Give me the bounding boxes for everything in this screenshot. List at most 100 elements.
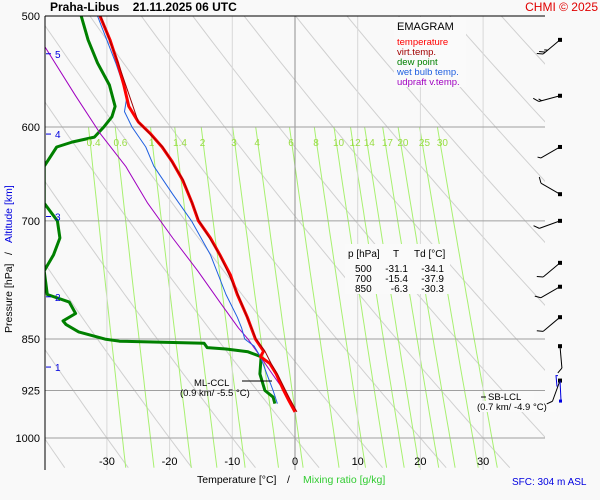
y-tick-label: 1000 (16, 433, 40, 445)
mixing-ratio-label: 17 (382, 138, 394, 149)
x-axis-label-mixing: Mixing ratio [g/kg] (303, 474, 385, 486)
series-dew-point (45, 16, 277, 405)
mixing-ratio-line (397, 126, 456, 468)
table-cell: -30.3 (421, 284, 444, 295)
sb-lcl-bg (476, 401, 556, 412)
chart-title: Praha-Libus 21.11.2025 06 UTC (50, 0, 237, 14)
wind-barb (557, 344, 563, 374)
surface-wind-dot (559, 399, 562, 403)
mixing-ratio-label: 1 (149, 138, 155, 149)
dry-adiabat (0, 16, 1, 468)
y-axis-label-group: Pressure [hPa] / Altitude [km] (3, 185, 15, 333)
dry-adiabat (45, 348, 129, 468)
mixing-ratio-line (200, 126, 246, 468)
x-tick-label: 10 (352, 456, 364, 468)
legend-item-wet-bulb: wet bulb temp. (396, 67, 459, 78)
x-tick-label: -10 (224, 456, 240, 468)
table-cell: 850 (355, 284, 372, 295)
legend: EMAGRAM temperature virt.temp. dew point… (394, 17, 466, 88)
mixing-ratio-label: 20 (397, 138, 409, 149)
y-axis-label-sep: / (3, 252, 15, 255)
x-tick-label: 0 (292, 456, 298, 468)
ml-ccl-detail: (0.9 km/ -5.5 °C) (180, 388, 250, 399)
barb-shaft (539, 220, 561, 229)
barb-shaft (552, 380, 561, 402)
barb-feather (546, 400, 553, 405)
dry-adiabat (89, 16, 447, 469)
y-tick-label: 500 (22, 11, 40, 23)
barb-shaft (540, 182, 561, 195)
series-layer (45, 16, 298, 413)
x-tick-label: 20 (414, 456, 426, 468)
barb-shaft (559, 346, 563, 369)
dry-adiabat (45, 101, 320, 469)
barb-shaft (542, 39, 561, 55)
table-cell: -15.4 (385, 274, 408, 285)
mixing-ratio-label: 0.4 (87, 138, 101, 149)
y-axis-label: Pressure [hPa] (3, 263, 15, 333)
y-tick-label: 700 (22, 216, 40, 228)
wind-barb (532, 93, 562, 102)
mixing-ratio-label: 3 (231, 138, 237, 149)
barb-feather (536, 52, 544, 55)
series-virt-temp (100, 16, 298, 413)
mixing-ratio-label: 12 (350, 138, 362, 149)
wind-barb (537, 144, 562, 159)
mixing-ratio-line (174, 126, 218, 468)
mixing-ratio-line (150, 126, 192, 468)
surface-wind-marker (555, 375, 558, 387)
ml-ccl-label: ML-CCL (194, 378, 229, 389)
barb-shaft (540, 286, 561, 299)
legend-item-updraft: udpraft v.temp. (397, 77, 460, 88)
y-tick-label: 850 (22, 334, 40, 346)
series-temperature (98, 16, 297, 413)
wind-barb (536, 37, 562, 55)
mixing-ratio-label: 6 (288, 138, 294, 149)
mixing-ratio-line (382, 126, 440, 468)
mixing-ratio-line (419, 126, 479, 468)
mixing-ratio-label: 8 (313, 138, 319, 149)
mixing-ratio-line (114, 126, 155, 468)
sb-lcl-label: SB-LCL (488, 392, 521, 403)
table-cell: -6.3 (391, 284, 409, 295)
barb-half-feather (538, 98, 542, 102)
barb-feather (534, 295, 542, 299)
table-header-t: T (393, 249, 399, 260)
surface-label: SFC: 304 m ASL (512, 477, 587, 488)
barb-shaft (538, 95, 561, 102)
mixing-ratio-label: 0.6 (113, 138, 127, 149)
barb-feather (532, 97, 539, 102)
dry-adiabat (243, 16, 545, 371)
wind-barb (538, 176, 562, 197)
mixing-ratio-label: 10 (333, 138, 345, 149)
mixing-ratio-line (350, 126, 405, 468)
altitude-tick-label: 1 (55, 363, 61, 374)
barb-feather (536, 275, 544, 278)
series-udpraft-v-temp (45, 46, 294, 408)
mixing-ratio-label: 30 (437, 138, 449, 149)
x-axis-label-sep: / (287, 474, 290, 486)
y-axis-label-altitude: Altitude [km] (3, 185, 15, 243)
dry-adiabat (45, 180, 256, 469)
altitude-tick-label: 4 (55, 130, 61, 141)
table-bg (345, 244, 450, 294)
altitude-tick-label: 5 (55, 50, 61, 61)
surface-wind-shaft (559, 380, 562, 401)
mixing-ratio-line (333, 126, 388, 468)
x-tick-label: 30 (477, 456, 489, 468)
table-cell: -37.9 (421, 274, 444, 285)
sb-lcl-bg (486, 391, 534, 401)
mixing-ratio-label: 1.4 (173, 138, 187, 149)
mixing-ratio-line (436, 126, 498, 468)
table-row: 700 -15.4 -37.9 (355, 274, 444, 285)
x-tick-label: -30 (99, 456, 115, 468)
barb-feather (536, 330, 544, 332)
station-name: Praha-Libus (50, 0, 120, 14)
dry-adiabat (295, 16, 545, 307)
sounding-datetime: 21.11.2025 06 UTC (132, 0, 237, 14)
barb-half-feather (537, 156, 542, 159)
barb-feather (533, 225, 540, 229)
wind-barb (533, 218, 562, 229)
table-cell: 700 (355, 274, 372, 285)
